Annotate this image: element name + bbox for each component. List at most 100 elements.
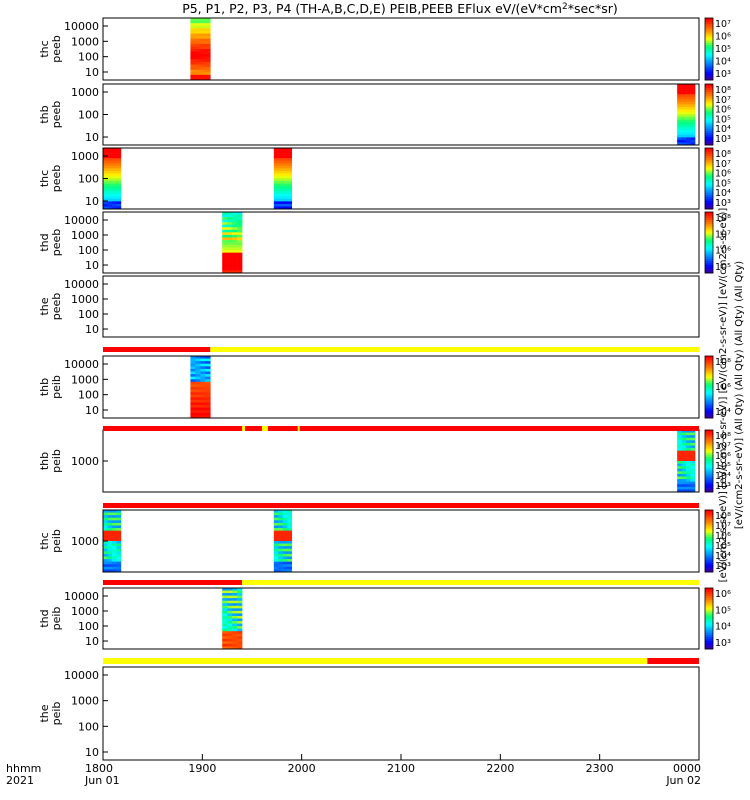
- spectrogram-cell: [200, 402, 206, 406]
- spectrogram-block-4-1: [222, 212, 243, 274]
- spectrogram-cell: [690, 450, 696, 454]
- spectrogram-cell: [282, 193, 288, 197]
- x-tick-label: 2200: [486, 762, 514, 775]
- spectrogram-cell: [278, 553, 284, 557]
- spectrogram-cell: [686, 473, 691, 477]
- spectrogram-cell: [107, 566, 113, 570]
- spectrogram-block-3-1: [103, 148, 122, 210]
- spectrogram-cell: [232, 605, 238, 609]
- spectrogram-cell: [190, 67, 196, 70]
- spectrogram-cell: [287, 173, 293, 177]
- x-tick-sublabel: Jun 01: [84, 774, 120, 787]
- colorbar-tick-label: 10³: [715, 134, 731, 145]
- spectrogram-cell: [111, 155, 117, 159]
- colorbar-segment: [705, 244, 713, 247]
- spectrogram-cell: [237, 224, 243, 228]
- colorbar-segment: [705, 51, 713, 54]
- spectrogram-cell: [222, 242, 228, 246]
- colorbar-segment: [705, 436, 713, 439]
- spectrogram-cell: [681, 137, 687, 141]
- spectrogram-cell: [195, 69, 201, 73]
- colorbar-segment: [705, 628, 713, 632]
- spectrogram-cell: [103, 181, 108, 184]
- spectrogram-cell: [195, 405, 201, 408]
- spectrogram-cell: [103, 525, 108, 529]
- spectrogram-cell: [287, 541, 293, 544]
- colorbar-segment: [705, 176, 713, 179]
- y-axis-label: thbpeib: [38, 375, 63, 399]
- spectrogram-cell: [222, 247, 228, 251]
- spectrogram-cell: [232, 626, 238, 629]
- spectrogram-cell: [227, 613, 233, 617]
- colorbar-segment: [705, 438, 713, 441]
- spectrogram-cell: [190, 25, 196, 29]
- colorbar-tick-label: 10⁵: [715, 605, 731, 616]
- spectrogram-cell: [205, 77, 211, 81]
- spectrogram-cell: [107, 564, 113, 568]
- spectrogram-cell: [677, 132, 682, 136]
- spectrogram-cell: [690, 453, 696, 457]
- spectrogram-cell: [190, 397, 196, 401]
- spectrogram-cell: [107, 522, 113, 526]
- chart-title: P5, P1, P2, P3, P4 (TH-A,B,C,D,E) PEIB,P…: [182, 1, 618, 16]
- spectrogram-cell: [200, 405, 206, 408]
- y-tick-label: 100: [78, 720, 99, 733]
- spectrogram-cell: [195, 407, 201, 411]
- spectrogram-cell: [278, 559, 284, 562]
- colorbar-segment: [705, 204, 713, 208]
- colorbar-segment: [705, 374, 713, 378]
- colorbar-segment: [705, 38, 713, 42]
- spectrogram-cell: [690, 466, 696, 470]
- colorbar-tick-label: 10⁶: [715, 246, 731, 257]
- colorbar-segment: [705, 42, 713, 46]
- spectrogram-cell: [227, 212, 233, 215]
- spectrogram-cell: [681, 430, 687, 433]
- colorbar-segment: [705, 69, 713, 73]
- spectrogram-cell: [287, 538, 293, 542]
- colorbar-segment: [705, 160, 713, 163]
- spectrogram-cell: [686, 471, 691, 475]
- spectrogram-cell: [237, 257, 243, 261]
- mode-bar-segment: [103, 580, 243, 585]
- spectrogram-cell: [227, 217, 233, 220]
- spectrogram-cell: [200, 72, 206, 76]
- mode-bar-segment: [210, 347, 699, 352]
- spectrogram-cell: [690, 473, 696, 477]
- colorbar-segment: [705, 538, 713, 542]
- spectrogram-cell: [200, 389, 206, 393]
- spectrogram-cell: [278, 543, 284, 547]
- colorbar-segment: [705, 452, 713, 456]
- colorbar-segment: [705, 387, 713, 390]
- spectrogram-cell: [278, 566, 284, 570]
- colorbar-segment: [705, 114, 713, 117]
- spectrogram-cell: [116, 520, 122, 524]
- mode-bar-2: [103, 426, 699, 431]
- colorbar-tick-label: 10³: [715, 481, 731, 492]
- spectrogram-cell: [116, 553, 122, 557]
- spectrogram-cell: [278, 153, 284, 156]
- spectrogram-cell: [681, 432, 687, 436]
- spectrogram-cell: [227, 219, 233, 223]
- spectrogram-cell: [287, 168, 293, 172]
- colorbar-segment: [705, 108, 713, 111]
- spectrogram-cell: [111, 198, 117, 202]
- spectrogram-cell: [686, 435, 691, 439]
- colorbar-segment: [705, 71, 713, 75]
- spectrogram-cell: [681, 450, 687, 454]
- colorbar-segment: [705, 448, 713, 452]
- spectrogram-cell: [287, 183, 293, 187]
- spectrogram-cell: [282, 548, 288, 552]
- spectrogram-cell: [237, 212, 243, 215]
- spectrogram-cell: [200, 20, 206, 24]
- spectrogram-cell: [111, 191, 117, 195]
- spectrogram-cell: [195, 397, 201, 401]
- spectrogram-cell: [278, 150, 284, 154]
- colorbar-segment: [705, 120, 713, 124]
- spectrogram-cell: [107, 193, 113, 197]
- spectrogram-cell: [190, 363, 196, 367]
- spectrogram-cell: [278, 522, 284, 526]
- colorbar-segment: [705, 477, 713, 480]
